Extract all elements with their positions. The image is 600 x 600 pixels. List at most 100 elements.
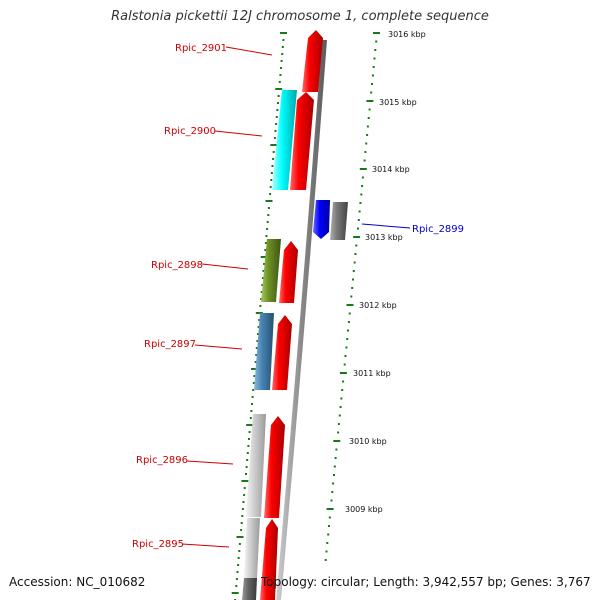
outer-tick-mark (342, 380, 345, 383)
leader-line-rpic-2897 (194, 344, 243, 350)
leader-line-rpic-2898 (201, 263, 249, 270)
outer-tick-mark (371, 83, 373, 85)
outer-tick-mark (353, 236, 361, 238)
inner-tick-mark (272, 151, 275, 153)
inner-tick-mark (248, 431, 251, 433)
outer-tick-mark (324, 559, 327, 561)
outer-tick-mark (375, 40, 378, 43)
inner-tick-mark (253, 375, 256, 377)
outer-tick-mark (353, 261, 356, 264)
inner-tick-mark (246, 452, 249, 454)
outer-tick-mark (347, 321, 350, 323)
inner-tick-mark (273, 137, 276, 139)
outer-tick-mark (334, 457, 337, 459)
gene-label-rpic-2899[interactable]: Rpic_2899 (412, 224, 464, 235)
outer-tick-mark (338, 414, 341, 417)
accession-label: Accession: NC_010682 (9, 575, 146, 589)
inner-tick-mark (261, 284, 264, 286)
inner-tick-mark (237, 557, 240, 559)
inner-tick-mark (231, 592, 239, 594)
olive-feature (261, 239, 281, 302)
inner-tick-mark (241, 508, 244, 510)
lightgray-feature (246, 414, 266, 517)
inner-tick-mark (260, 298, 263, 300)
kbp-label-3011: 3011 kbp (353, 369, 391, 378)
outer-tick-mark (357, 227, 359, 230)
inner-tick-mark (241, 480, 249, 482)
inner-tick-mark (242, 501, 245, 503)
inner-tick-mark (267, 207, 270, 209)
outer-tick-mark (326, 542, 329, 544)
inner-tick-mark (269, 193, 272, 195)
outer-tick-mark (343, 363, 346, 366)
inner-tick-mark (247, 445, 250, 447)
outer-tick-mark (330, 499, 333, 502)
outer-tick-mark (363, 159, 366, 162)
outer-tick-mark (366, 134, 369, 136)
gene-label-rpic-2900[interactable]: Rpic_2900 (164, 126, 216, 137)
outer-tick-mark (335, 448, 338, 451)
inner-tick-mark (259, 305, 262, 307)
outer-tick-mark (367, 117, 370, 119)
inner-tick-mark (263, 263, 266, 265)
inner-tick-mark (240, 529, 243, 531)
gene-arrow-rpic-2901 (302, 30, 323, 92)
inner-tick-mark (251, 368, 258, 370)
inner-tick-mark (265, 235, 268, 237)
inner-tick-mark (266, 228, 269, 230)
outer-tick-mark (374, 49, 377, 51)
inner-tick-mark (251, 396, 254, 398)
outer-tick-mark (361, 185, 364, 187)
gene-label-rpic-2895[interactable]: Rpic_2895 (132, 539, 184, 550)
outer-tick-mark (354, 253, 357, 255)
inner-tick-mark (274, 130, 277, 132)
outer-tick-mark (360, 193, 363, 196)
inner-tick-mark (270, 172, 273, 174)
gene-label-rpic-2896[interactable]: Rpic_2896 (136, 455, 188, 466)
inner-tick-mark (275, 88, 283, 90)
inner-tick-mark (241, 515, 244, 517)
inner-tick-mark (238, 550, 241, 552)
outer-tick-mark (326, 508, 334, 510)
gene-arrow-rpic-2898 (279, 241, 298, 303)
outer-tick-mark (333, 465, 336, 468)
gene-arrow-rpic-2900 (290, 92, 314, 190)
inner-tick-mark (271, 165, 274, 167)
inner-tick-mark (250, 410, 253, 412)
leader-line-rpic-2895 (181, 543, 230, 548)
outer-tick-mark (337, 423, 340, 425)
inner-tick-mark (245, 473, 247, 475)
inner-tick-mark (257, 333, 259, 335)
inner-tick-mark (262, 270, 265, 272)
leader-line-rpic-2900 (214, 130, 263, 137)
gene-label-rpic-2897[interactable]: Rpic_2897 (144, 339, 196, 350)
inner-tick-mark (258, 319, 261, 321)
inner-tick-mark (280, 67, 282, 69)
gene-arrow-rpic-2896 (264, 416, 285, 518)
outer-tick-mark (347, 329, 349, 332)
outer-tick-mark (352, 278, 354, 281)
outer-tick-mark (341, 389, 344, 391)
outer-tick-mark (339, 406, 342, 408)
leader-line-rpic-2896 (186, 460, 234, 465)
inner-tick-mark (254, 361, 257, 363)
inner-tick-mark (260, 256, 268, 258)
outer-tick-mark (373, 57, 376, 60)
inner-tick-mark (240, 522, 243, 524)
inner-tick-mark (277, 95, 280, 97)
inner-tick-mark (257, 326, 260, 328)
inner-tick-mark (270, 179, 273, 181)
outer-tick-mark (373, 32, 380, 34)
gene-label-rpic-2901[interactable]: Rpic_2901 (175, 43, 227, 54)
inner-tick-mark (251, 403, 253, 405)
outer-tick-mark (331, 491, 334, 493)
outer-tick-mark (339, 372, 347, 374)
gene-label-rpic-2898[interactable]: Rpic_2898 (151, 260, 203, 271)
gene-arrow-rpic-2899 (313, 200, 330, 239)
inner-tick-mark (272, 158, 275, 160)
inner-tick-mark (279, 74, 282, 76)
outer-tick-mark (352, 270, 355, 272)
outer-tick-mark (357, 219, 360, 221)
inner-tick-mark (255, 347, 258, 349)
outer-tick-mark (333, 440, 341, 442)
